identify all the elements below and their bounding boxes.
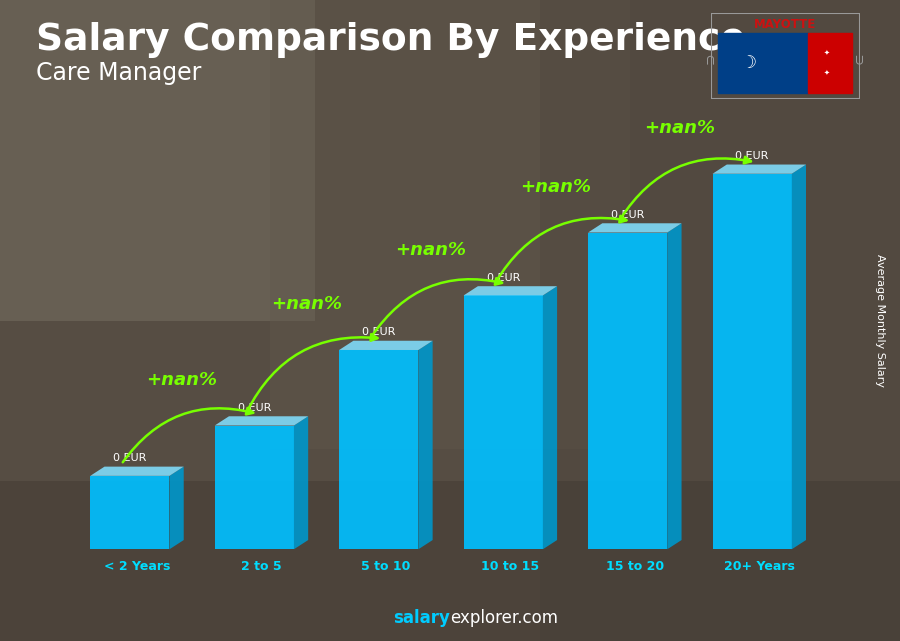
Text: 20+ Years: 20+ Years bbox=[724, 560, 795, 573]
Text: ☽: ☽ bbox=[740, 54, 756, 72]
Polygon shape bbox=[588, 233, 667, 549]
Text: salary: salary bbox=[393, 609, 450, 627]
Polygon shape bbox=[339, 341, 433, 350]
Text: +nan%: +nan% bbox=[147, 371, 218, 389]
Text: ✦: ✦ bbox=[824, 69, 830, 75]
Polygon shape bbox=[90, 467, 184, 476]
Bar bbox=[807, 33, 852, 93]
Polygon shape bbox=[667, 223, 681, 549]
Polygon shape bbox=[464, 296, 543, 549]
Text: 0 EUR: 0 EUR bbox=[611, 210, 644, 220]
Text: 10 to 15: 10 to 15 bbox=[482, 560, 539, 573]
Text: 2 to 5: 2 to 5 bbox=[241, 560, 282, 573]
Text: MAYOTTE: MAYOTTE bbox=[754, 18, 816, 31]
Text: 0 EUR: 0 EUR bbox=[238, 403, 271, 413]
Text: Care Manager: Care Manager bbox=[36, 61, 202, 85]
Polygon shape bbox=[418, 341, 433, 549]
Polygon shape bbox=[169, 467, 184, 549]
Text: Average Monthly Salary: Average Monthly Salary bbox=[875, 254, 885, 387]
Text: +nan%: +nan% bbox=[271, 296, 342, 313]
Bar bbox=[270, 0, 630, 449]
Polygon shape bbox=[215, 416, 308, 426]
Polygon shape bbox=[713, 165, 806, 174]
Text: Salary Comparison By Experience: Salary Comparison By Experience bbox=[36, 22, 746, 58]
Text: +nan%: +nan% bbox=[644, 119, 716, 137]
Polygon shape bbox=[215, 426, 294, 549]
Polygon shape bbox=[713, 174, 792, 549]
Bar bbox=[0, 0, 315, 320]
Text: 0 EUR: 0 EUR bbox=[362, 328, 395, 337]
Polygon shape bbox=[294, 416, 308, 549]
Text: ⊃: ⊃ bbox=[704, 53, 718, 64]
Text: +nan%: +nan% bbox=[520, 178, 590, 196]
Text: 5 to 10: 5 to 10 bbox=[361, 560, 410, 573]
Text: 0 EUR: 0 EUR bbox=[735, 151, 769, 161]
Text: < 2 Years: < 2 Years bbox=[104, 560, 170, 573]
Text: 0 EUR: 0 EUR bbox=[113, 453, 147, 463]
Polygon shape bbox=[464, 287, 557, 296]
Polygon shape bbox=[588, 223, 681, 233]
Text: +nan%: +nan% bbox=[395, 241, 466, 259]
Text: ✦: ✦ bbox=[824, 50, 830, 56]
Polygon shape bbox=[543, 287, 557, 549]
Bar bbox=[0, 481, 900, 641]
Polygon shape bbox=[339, 350, 418, 549]
Text: 15 to 20: 15 to 20 bbox=[606, 560, 664, 573]
Text: explorer.com: explorer.com bbox=[450, 609, 558, 627]
Polygon shape bbox=[90, 476, 169, 549]
Text: 0 EUR: 0 EUR bbox=[487, 273, 520, 283]
Polygon shape bbox=[792, 165, 806, 549]
Text: ⊂: ⊂ bbox=[852, 53, 867, 64]
Bar bbox=[718, 33, 807, 93]
Bar bbox=[540, 0, 900, 641]
